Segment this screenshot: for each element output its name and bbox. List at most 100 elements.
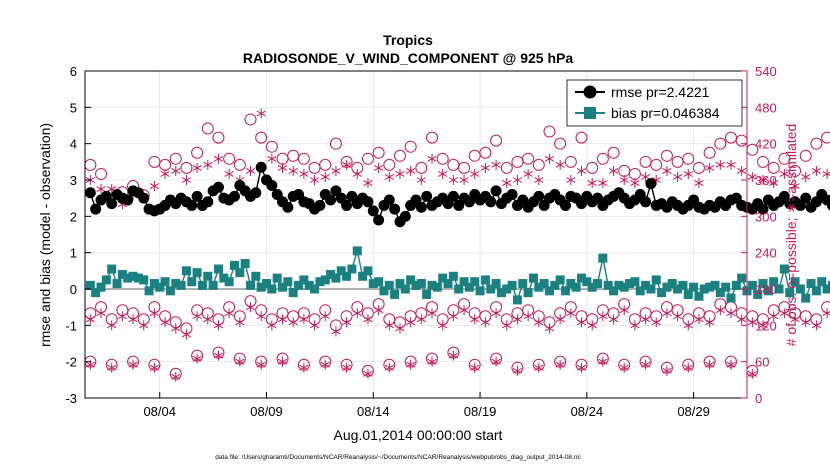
obs-assimilated-point [331,165,341,176]
bias-point [694,291,704,301]
obs-assimilated-point [747,171,757,182]
obs-assimilated-point [619,175,629,185]
rmse-point [640,196,652,208]
bias-point [641,280,651,290]
obs-assimilated-point [534,175,544,185]
obs-assimilated-point [480,317,491,328]
obs-possible-point [692,161,705,174]
obs-assimilated-point [181,329,192,340]
rmse-point [202,196,214,208]
left-tick-label: 3 [70,173,77,188]
left-tick-label: 0 [70,282,77,297]
bias-point [235,268,245,278]
bias-point [699,284,709,294]
rmse-point [212,181,224,193]
obs-assimilated-point [587,178,597,189]
bias-point [427,280,437,290]
obs-assimilated-point [769,178,779,189]
bias-point [406,275,416,285]
bias-point [320,275,330,285]
bias-point [539,279,549,289]
bias-point [528,273,538,283]
bias-point [176,280,186,290]
obs-assimilated-point [309,175,320,185]
obs-possible-point [383,158,396,171]
bias-point [763,286,773,296]
obs-possible-point [628,167,641,180]
obs-assimilated-point [737,165,747,176]
obs-assimilated-point [555,159,565,170]
bias-point [278,282,288,292]
bias-point [299,275,309,285]
obs-assimilated-point [640,171,651,182]
bias-point [582,277,592,287]
bias-point [486,284,496,294]
bias-point [646,284,656,294]
obs-possible-point [84,158,97,171]
rmse-point [800,192,812,204]
bias-point [587,282,597,292]
bias-point [128,271,138,281]
bias-point [400,284,410,294]
obs-assimilated-point [662,308,672,319]
obs-possible-point [297,152,310,165]
bias-point [438,273,448,283]
x-axis-label: Aug.01,2014 00:00:00 start [334,427,503,443]
right-tick-label: 360 [755,173,777,188]
obs-possible-point [532,158,545,171]
bias-point [491,279,501,289]
rmse-point [122,194,134,206]
obs-assimilated-point [107,362,117,373]
obs-assimilated-point [406,317,416,328]
obs-assimilated-point [608,165,619,176]
obs-possible-point [458,161,471,174]
rmse-point [84,187,96,199]
bias-point [496,288,506,298]
obs-assimilated-point [459,305,469,316]
obs-assimilated-point [502,320,512,331]
rmse-point [367,205,379,217]
obs-assimilated-point [416,175,426,185]
obs-assimilated-point [512,175,523,185]
bias-point [390,289,400,299]
obs-assimilated-point [203,159,213,170]
obs-assimilated-point [512,365,523,376]
bias-point [187,277,197,287]
bias-point [678,280,688,290]
bias-point [331,273,341,283]
legend-rmse-marker [583,85,597,99]
obs-assimilated-point [299,168,309,179]
obs-assimilated-point [747,317,757,328]
right-tick-label: 60 [755,355,769,370]
bias-point [144,286,154,296]
obs-assimilated-point [256,359,266,370]
rmse-point [389,203,401,215]
obs-possible-point [95,167,108,180]
obs-possible-point [404,140,417,153]
obs-assimilated-point [117,311,127,322]
bias-point [262,279,272,289]
rmse-point [362,196,374,208]
obs-assimilated-point [587,320,597,331]
obs-assimilated-point [705,162,715,173]
obs-assimilated-point [470,314,480,325]
obs-assimilated-point [406,165,416,176]
obs-assimilated-point [341,317,352,328]
obs-possible-point [223,152,236,165]
left-tick-label: 6 [70,64,77,79]
bias-point [801,293,811,303]
obs-assimilated-point [737,314,747,325]
rmse-point [228,190,240,202]
obs-assimilated-point [277,314,288,325]
bias-point [625,279,635,289]
obs-assimilated-point [608,314,619,325]
bias-point [342,271,352,281]
bias-point [294,280,304,290]
obs-assimilated-point [672,311,683,322]
obs-assimilated-point [576,317,587,328]
bias-point [534,282,544,292]
obs-possible-point [169,152,182,165]
right-tick-label: 0 [755,391,762,406]
rmse-point [138,192,150,204]
obs-assimilated-point [769,311,779,322]
